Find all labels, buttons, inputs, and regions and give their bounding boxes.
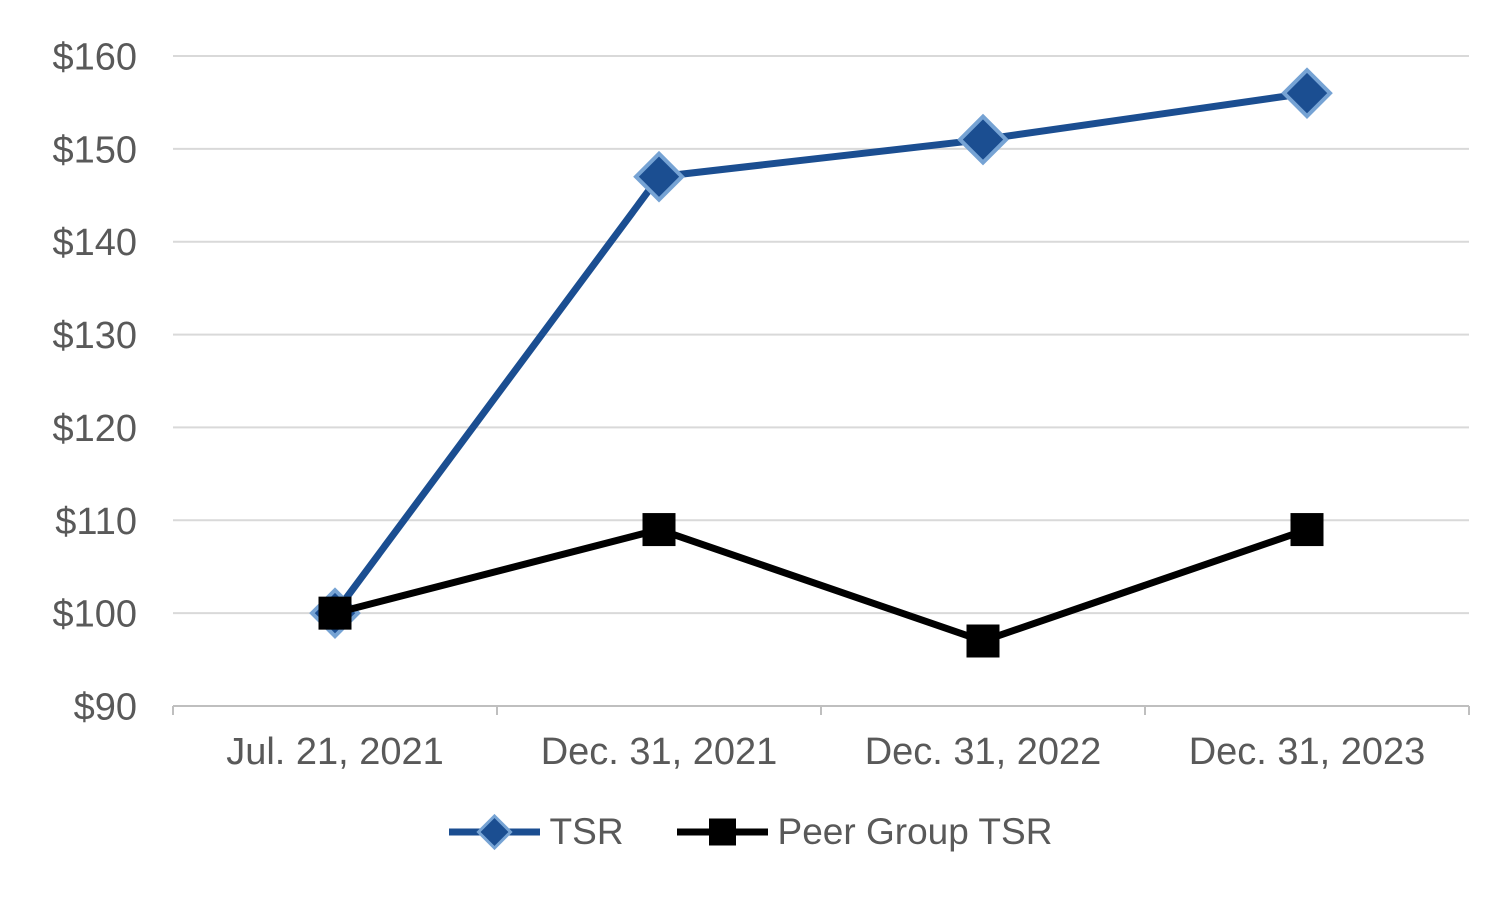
peer-group-data-point-square [966, 624, 1000, 658]
legend-label-peer-group-tsr: Peer Group TSR [777, 811, 1053, 852]
x-axis-label: Dec. 31, 2023 [1189, 731, 1426, 773]
y-axis-label: $120 [52, 408, 137, 450]
tsr-legend-diamond-icon [475, 813, 513, 851]
tsr-data-point-diamond [633, 150, 685, 203]
tsr-data-point-diamond [1281, 67, 1333, 119]
y-axis-label: $90 [74, 687, 137, 729]
peer-group-series-line [334, 525, 1309, 645]
tsr-data-point-diamond [957, 113, 1009, 166]
legend-item-peer-group-tsr: Peer Group TSR [676, 808, 1053, 856]
y-axis-label: $130 [52, 315, 137, 357]
peer-group-data-point-square [318, 596, 352, 630]
y-axis-label: $140 [52, 222, 137, 264]
y-axis-label: $160 [52, 37, 137, 79]
tsr-series-line [332, 89, 1308, 616]
peer-group-data-point-square [1290, 513, 1324, 547]
x-axis-label: Dec. 31, 2022 [865, 731, 1102, 773]
legend-label-tsr: TSR [549, 811, 624, 852]
x-axis-label: Dec. 31, 2021 [541, 731, 778, 773]
tsr-legend-marker-icon [448, 813, 540, 851]
y-axis-label: $150 [52, 129, 137, 171]
y-axis-label: $110 [55, 501, 137, 543]
legend-item-tsr: TSR [448, 808, 624, 856]
chart-legend: TSR Peer Group TSR [0, 808, 1500, 856]
plot-area: $90 $100 $110 $120 $130 $140 $150 $160 Jul. 21, … [52, 37, 1470, 773]
peer-group-legend-square-icon [708, 818, 736, 846]
peer-group-legend-marker-icon [676, 818, 768, 846]
y-axis-label: $100 [52, 594, 137, 636]
x-axis-label: Jul. 21, 2021 [226, 731, 444, 773]
peer-group-data-point-square [642, 513, 676, 547]
